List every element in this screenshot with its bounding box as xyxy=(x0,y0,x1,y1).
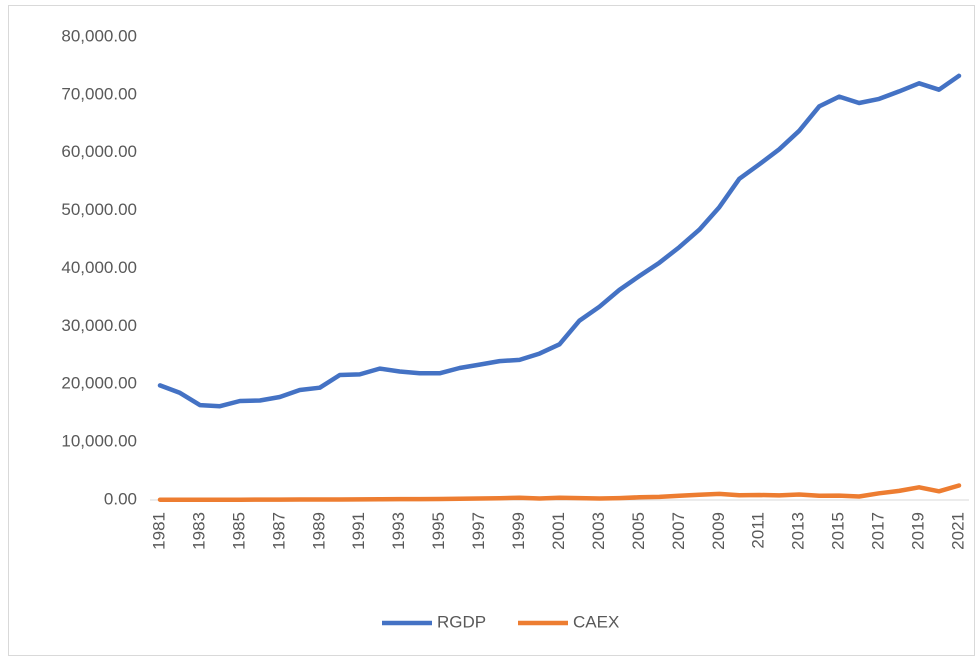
x-tick-label: 1987 xyxy=(269,512,288,550)
x-tick-label: 1989 xyxy=(309,512,328,550)
y-tick-label: 0.00 xyxy=(104,489,137,508)
y-tick-label: 20,000.00 xyxy=(61,374,137,393)
x-tick-label: 2015 xyxy=(829,512,848,550)
x-tick-label: 1995 xyxy=(429,512,448,550)
x-tick-label: 2013 xyxy=(789,512,808,550)
x-tick-label: 1993 xyxy=(389,512,408,550)
line-series xyxy=(157,483,962,502)
y-tick-label: 30,000.00 xyxy=(61,316,137,335)
y-tick-label: 50,000.00 xyxy=(61,200,137,219)
x-tick-label: 2019 xyxy=(909,512,928,550)
legend-label: CAEX xyxy=(573,612,619,631)
x-tick-label: 1981 xyxy=(149,512,168,550)
y-tick-label: 10,000.00 xyxy=(61,432,137,451)
y-tick-label: 40,000.00 xyxy=(61,258,137,277)
x-tick-label: 2009 xyxy=(709,512,728,550)
x-tick-label: 2007 xyxy=(669,512,688,550)
x-tick-label: 2021 xyxy=(948,512,967,550)
x-tick-label: 2017 xyxy=(869,512,888,550)
x-tick-label: 1991 xyxy=(349,512,368,550)
y-tick-label: 70,000.00 xyxy=(61,84,137,103)
y-tick-label: 60,000.00 xyxy=(61,142,137,161)
x-tick-label: 2005 xyxy=(629,512,648,550)
x-tick-label: 2011 xyxy=(749,512,768,549)
x-tick-label: 1983 xyxy=(189,512,208,550)
line-series xyxy=(157,73,962,409)
y-tick-label: 80,000.00 xyxy=(61,26,137,45)
x-tick-label: 1997 xyxy=(469,512,488,550)
x-tick-label: 2003 xyxy=(589,512,608,550)
x-tick-label: 1999 xyxy=(509,512,528,550)
x-tick-label: 2001 xyxy=(549,512,568,550)
x-tick-label: 1985 xyxy=(229,512,248,550)
legend-label: RGDP xyxy=(437,612,486,631)
